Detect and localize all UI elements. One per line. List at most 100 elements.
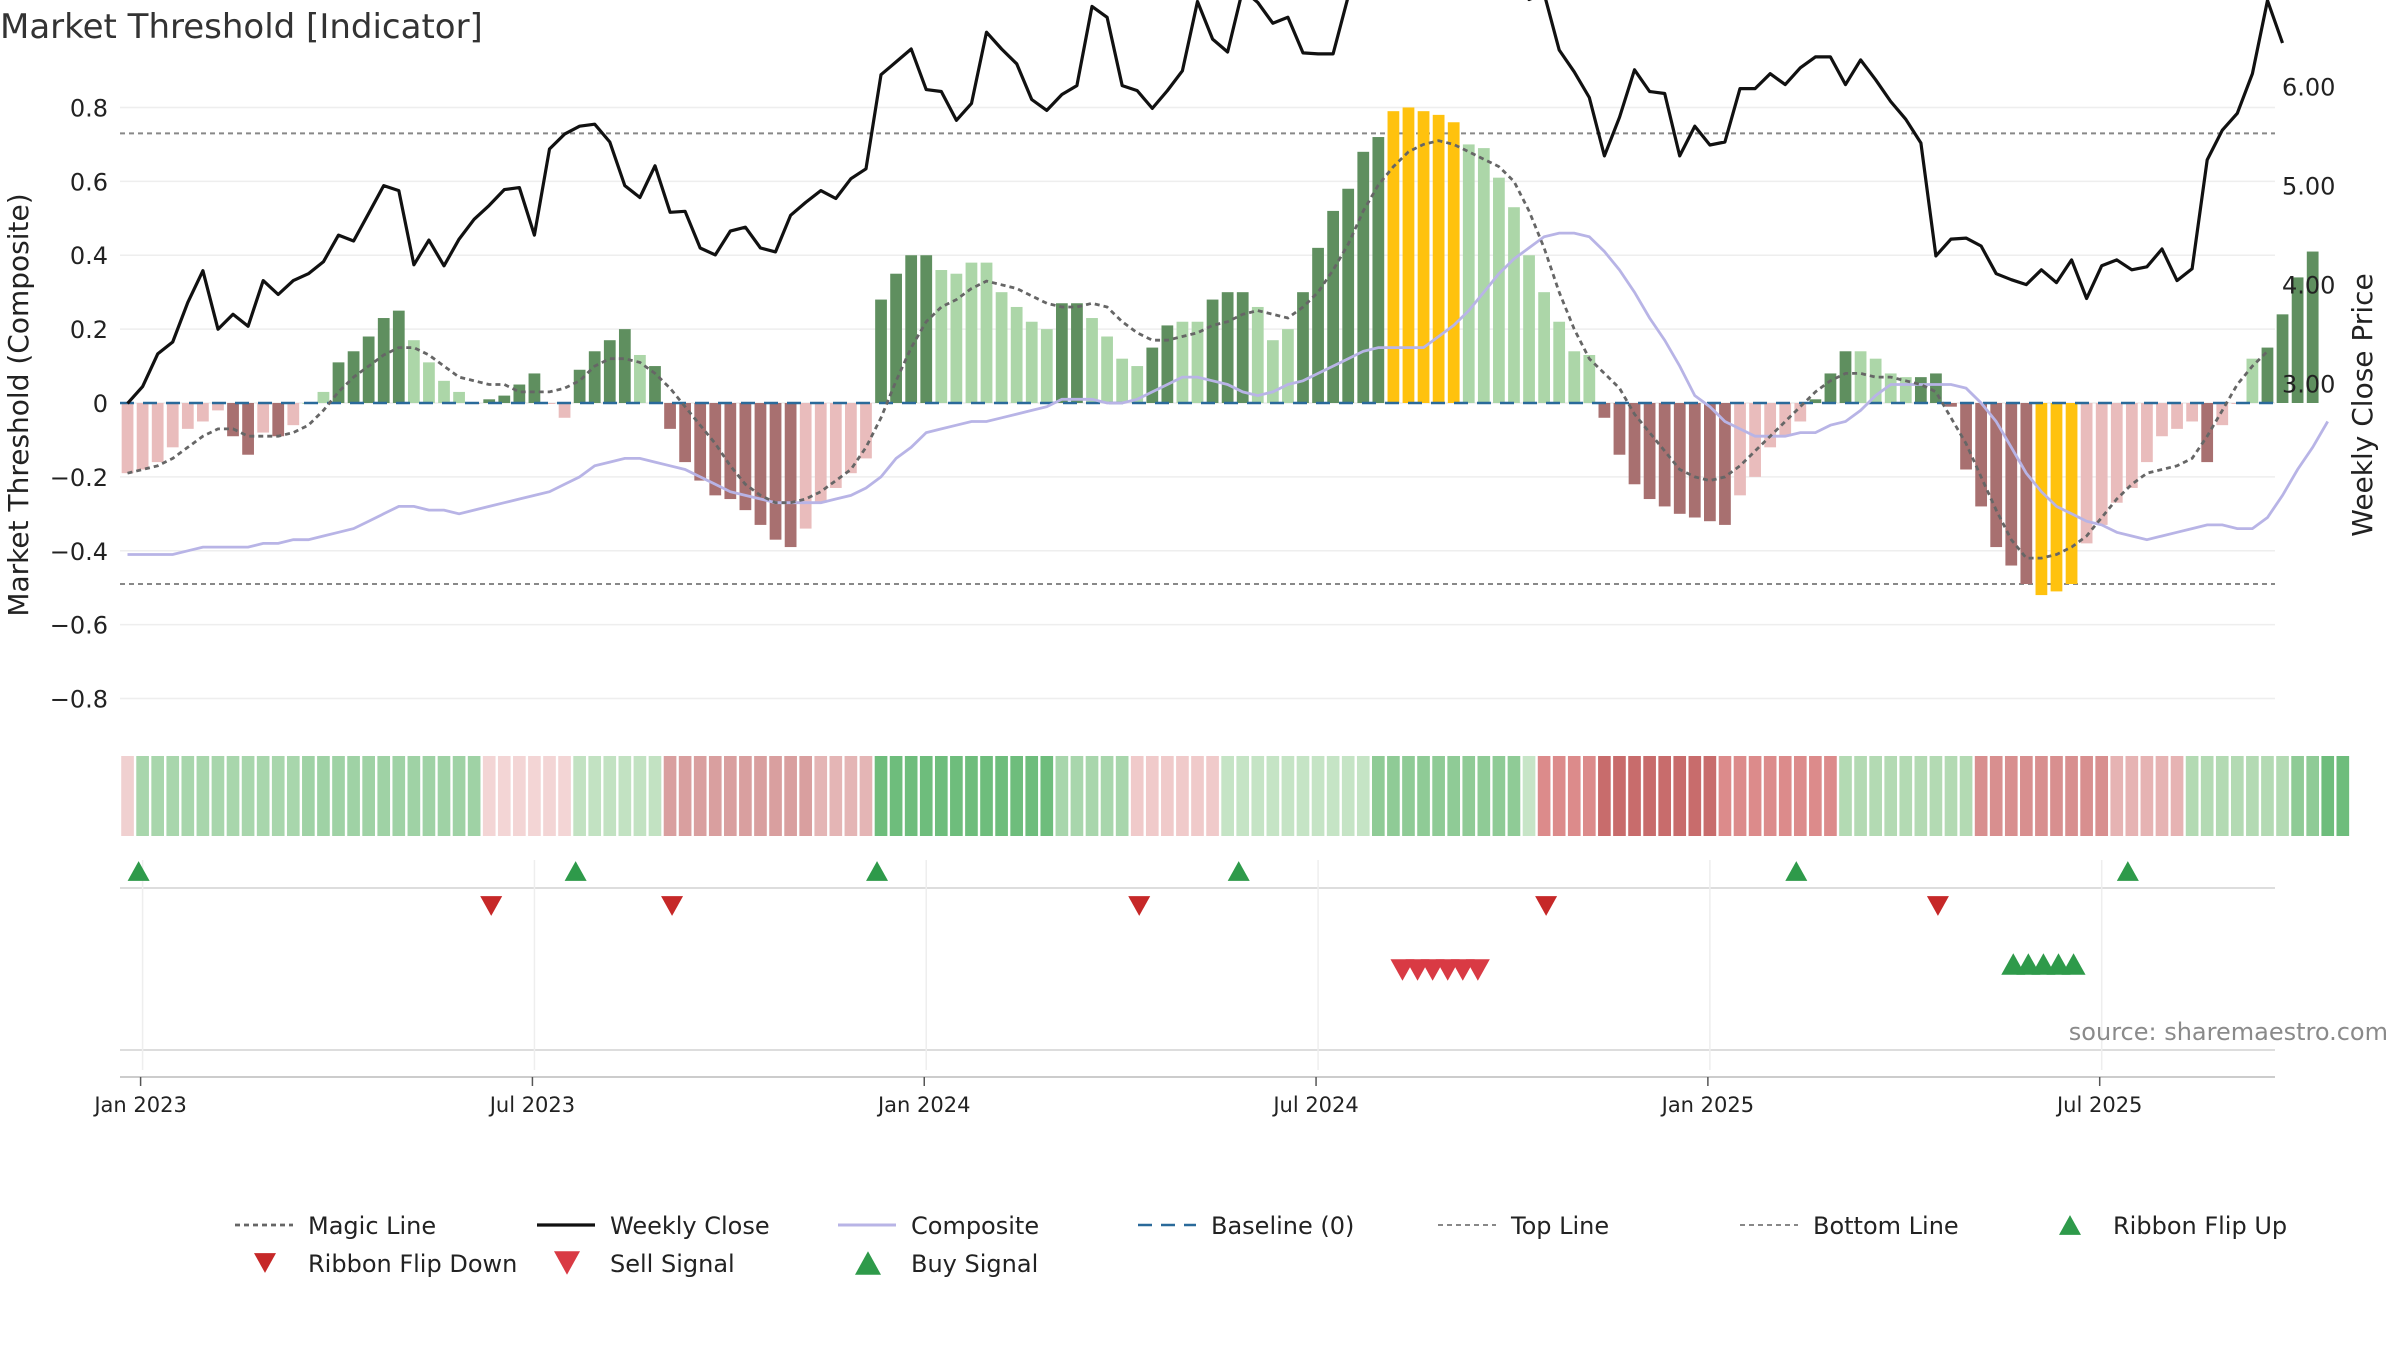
composite-bar: [950, 273, 963, 403]
composite-bar: [603, 340, 616, 403]
composite-bar: [679, 403, 691, 463]
composite-bar: [2171, 403, 2183, 429]
composite-bar: [769, 403, 782, 540]
ribbon-cell: [256, 756, 270, 836]
composite-bar: [1131, 366, 1144, 403]
left-y-tick-label: −0.8: [50, 686, 108, 714]
ribbon-cell: [2185, 756, 2199, 836]
composite-bar: [1568, 351, 1581, 403]
composite-bar: [121, 403, 134, 474]
composite-bar: [1447, 122, 1460, 404]
ribbon-cell: [1010, 756, 1023, 836]
composite-bar: [197, 403, 209, 422]
composite-bar: [905, 255, 918, 403]
left-y-tick-label: −0.4: [50, 538, 108, 566]
composite-bar: [588, 351, 601, 403]
composite-bar: [799, 403, 812, 529]
source-label: source: sharemaestro.com: [2069, 1018, 2388, 1046]
composite-bar: [784, 403, 797, 548]
composite-bar: [1553, 321, 1566, 403]
composite-bar: [1523, 255, 1535, 403]
legend-label: Composite: [911, 1212, 1039, 1240]
composite-bar: [754, 403, 767, 525]
ribbon-flip-up-marker: [1227, 861, 1250, 881]
composite-bars: [121, 107, 2319, 596]
ribbon-cell: [2200, 756, 2214, 836]
composite-bar: [2261, 347, 2274, 403]
composite-bar: [1312, 247, 1324, 403]
ribbon-cell: [528, 756, 541, 836]
composite-bar: [995, 292, 1008, 403]
ribbon-cell: [588, 756, 602, 836]
ribbon-cell: [1869, 756, 1882, 836]
composite-bar: [634, 354, 646, 403]
ribbon-cell: [2261, 756, 2274, 836]
ribbon-cell: [2306, 756, 2320, 836]
ribbon-cell: [1055, 756, 1069, 836]
ribbon-cell: [1206, 756, 1219, 836]
ribbon-cell: [1492, 756, 1506, 836]
ribbon-cell: [859, 756, 873, 836]
ribbon-cell: [1673, 756, 1687, 836]
ribbon-cell: [1824, 756, 1837, 836]
ribbon-cell: [919, 756, 933, 836]
ribbon-cell: [2230, 756, 2244, 836]
legend-swatch: [2059, 1215, 2081, 1235]
ribbon-cell: [2110, 756, 2124, 836]
composite-bar: [935, 270, 948, 403]
right-y-tick-label: 6.00: [2282, 74, 2335, 102]
sell-signal-marker: [1420, 959, 1445, 981]
ribbon-cell: [1643, 756, 1656, 836]
composite-bar: [814, 403, 827, 503]
composite-bar: [1824, 373, 1837, 403]
ribbon-cell: [1703, 756, 1717, 836]
composite-bar: [875, 299, 887, 403]
ribbon-cell: [241, 756, 255, 836]
composite-bar: [1477, 148, 1490, 403]
composite-bar: [1116, 358, 1129, 403]
ribbon-cell: [1161, 756, 1174, 836]
legend-swatch: [254, 1253, 276, 1273]
composite-bar: [1779, 403, 1792, 437]
legend-label: Sell Signal: [610, 1250, 735, 1278]
ribbon-cell: [1733, 756, 1747, 836]
left-y-tick-label: 0.2: [70, 316, 108, 344]
ribbon-cell: [618, 756, 632, 836]
ribbon-flip-up-marker: [1785, 861, 1808, 881]
ribbon-cell: [2080, 756, 2093, 836]
composite-bar: [1462, 144, 1475, 404]
legend-label: Bottom Line: [1813, 1212, 1959, 1240]
composite-bar: [845, 403, 857, 474]
ribbon-cell: [904, 756, 918, 836]
composite-bar: [1794, 403, 1807, 422]
ribbon-cell: [1266, 756, 1280, 836]
composite-bar: [1161, 325, 1174, 403]
buy-signal-marker: [2061, 953, 2086, 975]
ribbon-cell: [302, 756, 315, 836]
ribbon-cell: [467, 756, 481, 836]
ribbon-cell: [1567, 756, 1581, 836]
composite-bar: [1176, 321, 1189, 403]
ribbon-strip: [121, 756, 2350, 836]
series-lines: [120, 0, 2329, 560]
composite-bar: [1342, 188, 1355, 403]
ribbon-cell: [573, 756, 586, 836]
composite-bar: [543, 403, 556, 404]
composite-bar: [1975, 403, 1988, 507]
sell-signal-marker: [1405, 959, 1430, 981]
buy-signal-marker: [2016, 953, 2041, 975]
ribbon-cell: [1100, 756, 1114, 836]
composite-bar: [573, 369, 586, 403]
x-axis-ticks: Jan 2023 Jul 2023 Jan 2024 Jul 2024 Jan 2025…: [92, 1077, 2142, 1117]
composite-bar: [1146, 347, 1159, 403]
ribbon-cell: [633, 756, 647, 836]
composite-bar: [1221, 292, 1234, 403]
ribbon-cell: [1959, 756, 1973, 836]
ribbon-cell: [693, 756, 707, 836]
composite-bar: [649, 366, 661, 403]
ribbon-cell: [1929, 756, 1943, 836]
composite-bar: [1372, 137, 1385, 404]
ribbon-cell: [2004, 756, 2018, 836]
ribbon-cell: [2035, 756, 2048, 836]
composite-bar: [423, 362, 435, 403]
